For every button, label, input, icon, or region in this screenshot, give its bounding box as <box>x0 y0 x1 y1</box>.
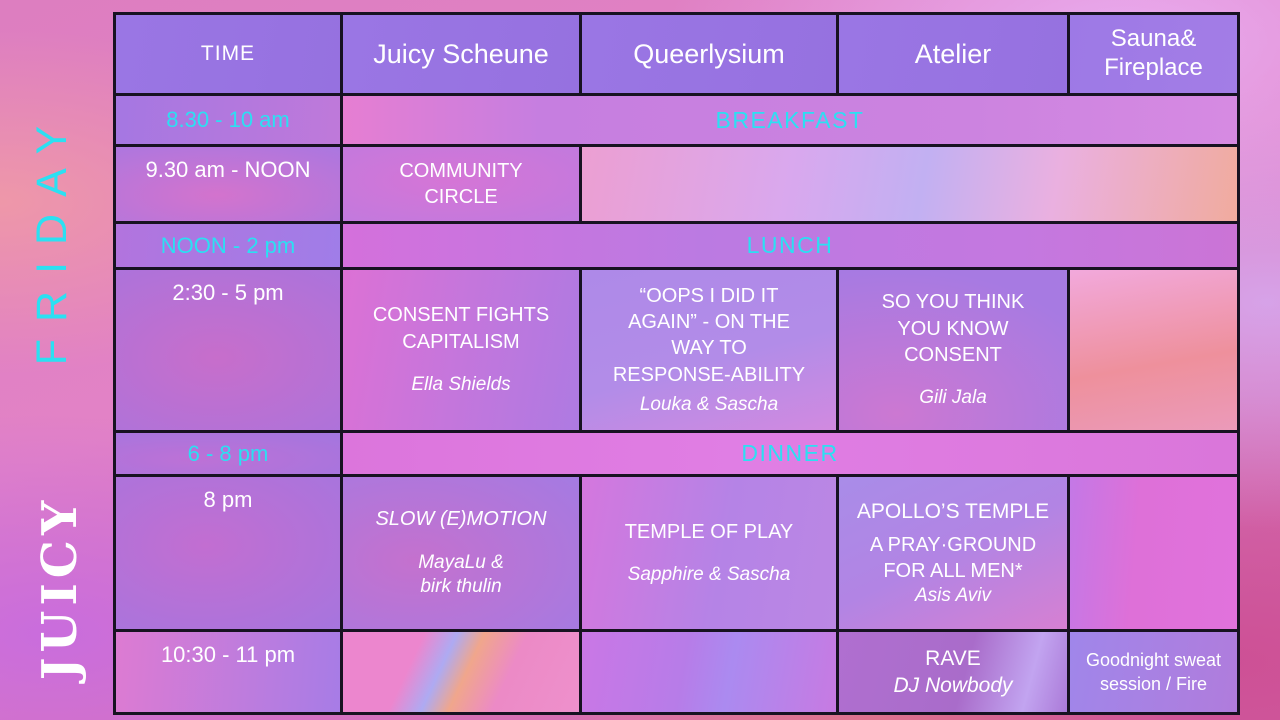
column-header-queerlysium-label: Queerlysium <box>633 38 785 69</box>
time-label-late: 10:30 - 11 pm <box>160 642 296 667</box>
column-header-juicy-scheune: Juicy Scheune <box>343 15 579 93</box>
column-header-time: TIME <box>116 15 340 93</box>
event-cell-temple-of-play: TEMPLE OF PLAY Sapphire & Sascha <box>582 477 836 629</box>
juicy-logo: JUICY <box>32 495 88 681</box>
event-title-community-circle: COMMUNITY CIRCLE <box>399 159 523 208</box>
meal-label-dinner: DINNER <box>741 440 839 466</box>
event-host-mayalu-birk-thulin: MayaLu & birk thulin <box>418 551 504 598</box>
event-title-temple-of-play: TEMPLE OF PLAY <box>624 520 794 543</box>
time-cell-afternoon: 2:30 - 5 pm <box>116 270 340 430</box>
time-label-morning: 9.30 am - NOON <box>145 157 311 182</box>
event-host-gili-jala: Gili Jala <box>919 387 987 409</box>
event-title-apollos-temple: APOLLO’S TEMPLE <box>856 499 1050 523</box>
empty-cell-evening-sauna <box>1070 477 1237 629</box>
column-header-sauna-fireplace-label: Sauna& Fireplace <box>1104 25 1203 81</box>
event-title-rave: RAVE <box>925 646 981 670</box>
event-title-slow-emotion: SLOW (E)MOTION <box>375 508 547 531</box>
event-title-goodnight-sweat-session: Goodnight sweat session / Fire <box>1085 649 1222 694</box>
time-cell-breakfast: 8.30 - 10 am <box>116 96 340 144</box>
event-host-louka-sascha: Louka & Sascha <box>639 394 779 416</box>
event-cell-rave: RAVE DJ Nowbody <box>839 632 1067 712</box>
time-label-afternoon: 2:30 - 5 pm <box>172 280 284 305</box>
weekday-vertical-label: FRIDAY <box>28 108 76 366</box>
column-header-sauna-fireplace: Sauna& Fireplace <box>1070 15 1237 93</box>
column-header-atelier: Atelier <box>839 15 1067 93</box>
empty-cell-late-juicy-scheune <box>343 632 579 712</box>
meal-label-breakfast: BREAKFAST <box>715 106 865 133</box>
event-cell-consent-fights-capitalism: CONSENT FIGHTS CAPITALISM Ella Shields <box>343 270 579 430</box>
column-header-juicy-scheune-label: Juicy Scheune <box>373 38 549 69</box>
event-host-sapphire-sascha: Sapphire & Sascha <box>627 564 791 586</box>
time-label-lunch: NOON - 2 pm <box>160 232 296 258</box>
event-cell-slow-emotion: SLOW (E)MOTION MayaLu & birk thulin <box>343 477 579 629</box>
event-cell-oops-i-did-it-again: “OOPS I DID IT AGAIN” - ON THE WAY TO RE… <box>582 270 836 430</box>
meal-cell-lunch: LUNCH <box>343 224 1237 267</box>
event-host-ella-shields: Ella Shields <box>411 374 511 396</box>
event-title-so-you-think-you-know-consent: SO YOU THINK YOU KNOW CONSENT <box>881 291 1025 367</box>
column-header-atelier-label: Atelier <box>914 38 992 69</box>
event-title-consent-fights-capitalism: CONSENT FIGHTS CAPITALISM <box>372 304 550 353</box>
time-label-breakfast: 8.30 - 10 am <box>166 107 290 132</box>
time-cell-late: 10:30 - 11 pm <box>116 632 340 712</box>
schedule-table: TIME Juicy Scheune Queerlysium Atelier S… <box>113 12 1240 715</box>
event-cell-so-you-think-you-know-consent: SO YOU THINK YOU KNOW CONSENT Gili Jala <box>839 270 1067 430</box>
time-cell-dinner: 6 - 8 pm <box>116 433 340 474</box>
time-cell-morning: 9.30 am - NOON <box>116 147 340 221</box>
event-title-oops-i-did-it-again: “OOPS I DID IT AGAIN” - ON THE WAY TO RE… <box>612 284 806 386</box>
time-cell-evening: 8 pm <box>116 477 340 629</box>
meal-cell-dinner: DINNER <box>343 433 1237 474</box>
empty-cell-late-queerlysium <box>582 632 836 712</box>
event-subtitle-prayground: A PRAY·GROUND FOR ALL MEN* <box>869 533 1037 582</box>
event-host-asis-aviv: Asis Aviv <box>914 584 992 606</box>
time-label-dinner: 6 - 8 pm <box>187 440 269 466</box>
column-header-queerlysium: Queerlysium <box>582 15 836 93</box>
event-cell-apollos-temple: APOLLO’S TEMPLE A PRAY·GROUND FOR ALL ME… <box>839 477 1067 629</box>
event-cell-community-circle: COMMUNITY CIRCLE <box>343 147 579 221</box>
meal-cell-breakfast: BREAKFAST <box>343 96 1237 144</box>
column-header-time-label: TIME <box>200 42 256 65</box>
event-cell-goodnight-sweat-session: Goodnight sweat session / Fire <box>1070 632 1237 712</box>
meal-label-lunch: LUNCH <box>746 232 834 258</box>
event-host-dj-nowbody: DJ Nowbody <box>893 674 1013 697</box>
empty-cell-morning-span <box>582 147 1237 221</box>
empty-cell-afternoon-sauna <box>1070 270 1237 430</box>
time-label-evening: 8 pm <box>203 487 253 512</box>
time-cell-lunch: NOON - 2 pm <box>116 224 340 267</box>
